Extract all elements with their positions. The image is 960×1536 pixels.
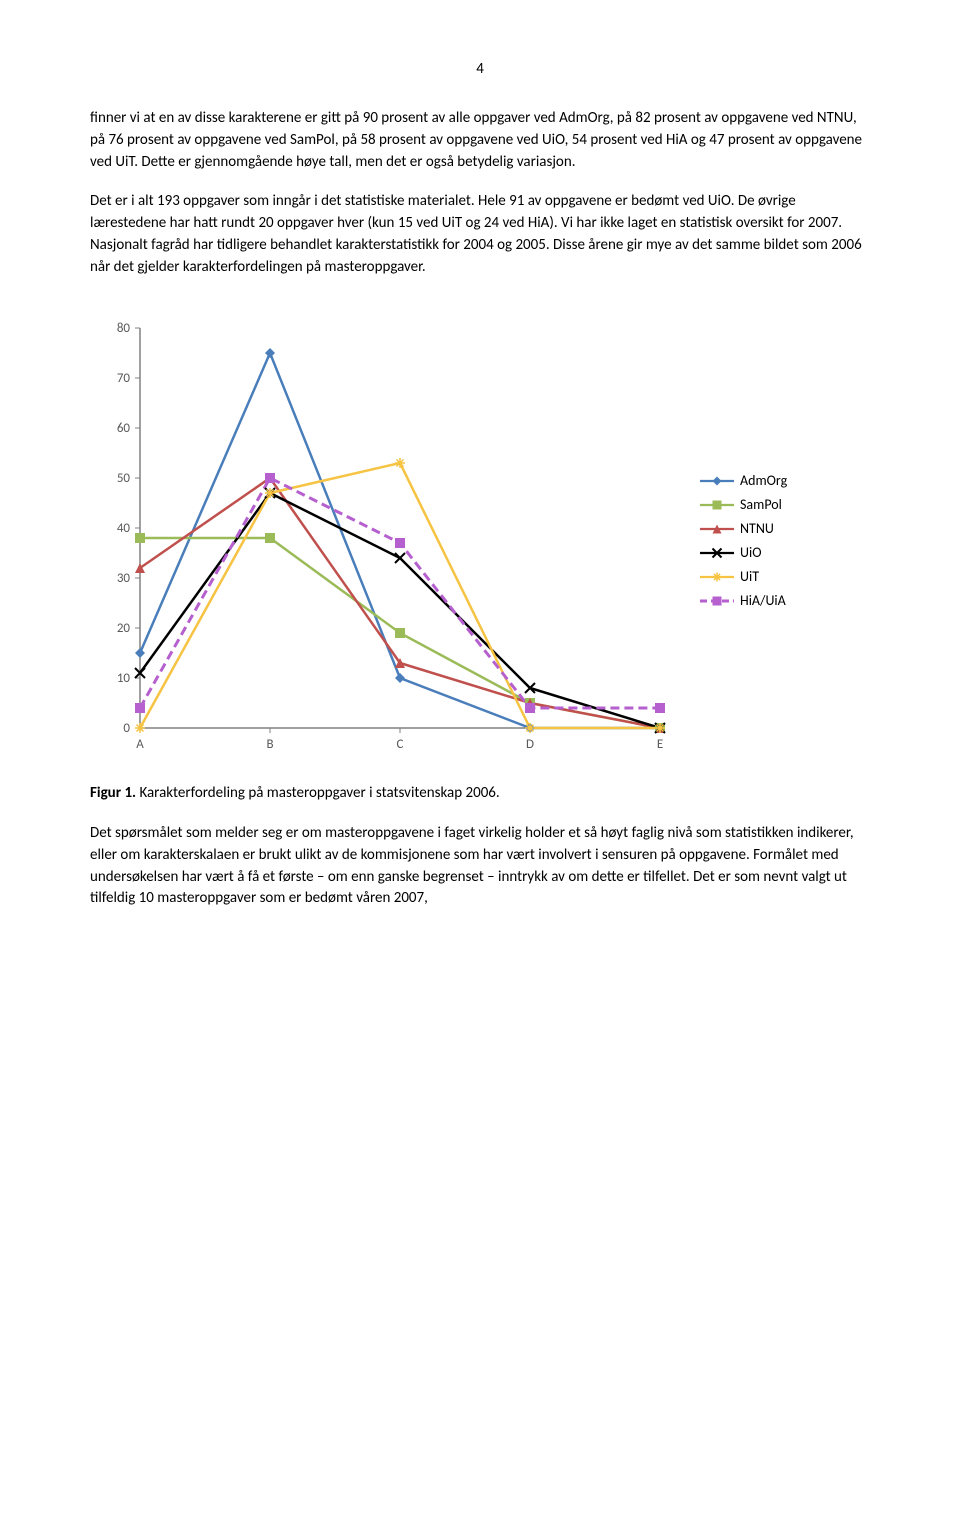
svg-text:10: 10 <box>117 671 131 686</box>
svg-text:0: 0 <box>123 721 130 736</box>
figure-caption: Figur 1. Karakterfordeling på masteroppg… <box>90 783 870 805</box>
svg-text:B: B <box>266 737 273 752</box>
svg-text:60: 60 <box>117 421 131 436</box>
svg-text:50: 50 <box>117 471 131 486</box>
legend-item: UiT <box>700 568 787 586</box>
legend-item: AdmOrg <box>700 472 787 490</box>
svg-text:80: 80 <box>117 321 131 336</box>
legend-label: HiA/UiA <box>740 592 786 609</box>
svg-text:40: 40 <box>117 521 131 536</box>
paragraph-3: Det spørsmålet som melder seg er om mast… <box>90 823 870 910</box>
svg-text:A: A <box>136 737 144 752</box>
legend-item: SamPol <box>700 496 787 514</box>
figure-caption-text: Karakterfordeling på masteroppgaver i st… <box>136 784 500 802</box>
page-number: 4 <box>90 60 870 78</box>
legend-label: NTNU <box>740 520 774 537</box>
legend-item: NTNU <box>700 520 787 538</box>
legend-label: AdmOrg <box>740 472 787 489</box>
chart-legend: AdmOrg SamPol NTNU <box>700 466 787 616</box>
figure-caption-label: Figur 1. <box>90 784 136 802</box>
svg-text:20: 20 <box>117 621 131 636</box>
legend-item: UiO <box>700 544 787 562</box>
paragraph-1: finner vi at en av disse karakterene er … <box>90 108 870 173</box>
svg-text:C: C <box>397 737 404 752</box>
svg-text:D: D <box>526 737 534 752</box>
svg-text:70: 70 <box>117 371 131 386</box>
chart-plot-area: 0 10 20 30 40 50 60 70 80 A B C D E <box>90 318 670 763</box>
svg-text:30: 30 <box>117 571 131 586</box>
legend-label: SamPol <box>740 496 782 513</box>
legend-label: UiO <box>740 544 761 561</box>
legend-label: UiT <box>740 568 759 585</box>
svg-text:E: E <box>657 737 663 752</box>
paragraph-2: Det er i alt 193 oppgaver som inngår i d… <box>90 191 870 278</box>
figure-1-chart: 0 10 20 30 40 50 60 70 80 A B C D E AdmOrg SamPol <box>90 318 870 763</box>
legend-item: HiA/UiA <box>700 592 787 610</box>
